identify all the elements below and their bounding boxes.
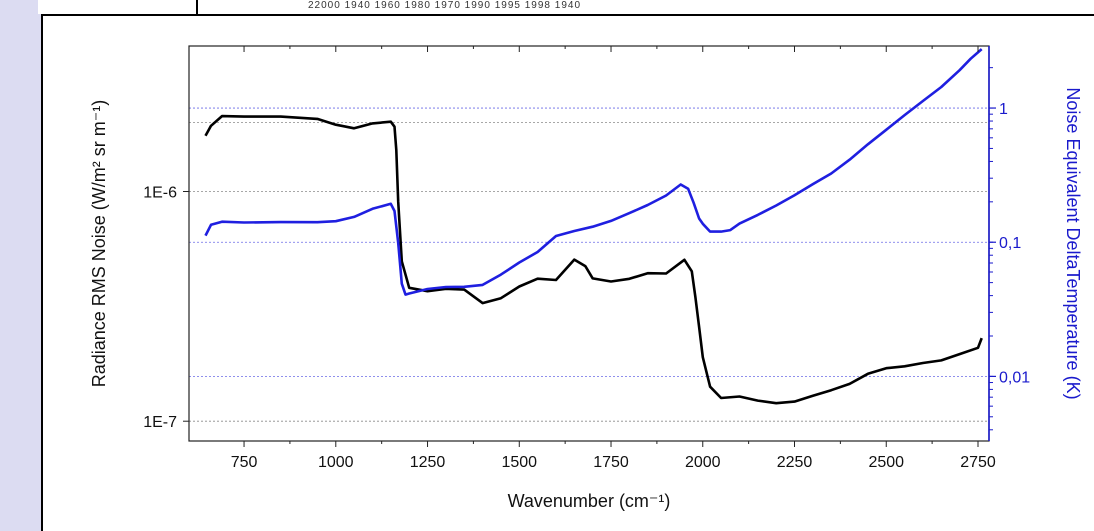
y-right-tick-label: 0,01 xyxy=(999,369,1030,386)
y-axis-left: 1E-6 1E-7 xyxy=(143,185,189,431)
y-right-tick-label: 1 xyxy=(999,101,1008,118)
series-line-radiance-noise xyxy=(204,114,983,405)
x-tick-label: 1750 xyxy=(593,454,629,471)
x-tick-label: 2250 xyxy=(777,454,813,471)
y-axis-right: 1 0,1 0,01 xyxy=(988,46,1030,441)
series-line-nedt xyxy=(204,48,983,296)
y-left-tick-label: 1E-6 xyxy=(143,185,177,202)
y-axis-right-label: Noise Equivalent DeltaTemperature (K) xyxy=(1063,87,1083,399)
x-tick-label: 1250 xyxy=(410,454,446,471)
x-axis: 750 1000 1250 1500 1750 2000 2250 2500 2750 xyxy=(231,46,996,471)
y-axis-left-label: Radiance RMS Noise (W/m² sr m⁻¹) xyxy=(89,100,109,388)
chart-panel: 750 1000 1250 1500 1750 2000 2250 2500 2750 1E-6… xyxy=(41,14,1094,531)
x-tick-label: 2750 xyxy=(960,454,996,471)
series-layer xyxy=(204,48,983,405)
top-strip-text: 22000 1940 1960 1980 1970 1990 1995 1998… xyxy=(308,0,582,11)
grid xyxy=(189,107,989,422)
x-tick-label: 2000 xyxy=(685,454,721,471)
plot-frame xyxy=(188,45,990,442)
y-right-tick-label: 0,1 xyxy=(999,235,1021,252)
x-tick-label: 2500 xyxy=(868,454,904,471)
top-divider xyxy=(196,0,198,14)
x-tick-label: 1500 xyxy=(501,454,537,471)
y-left-tick-label: 1E-7 xyxy=(143,414,177,431)
top-strip: 22000 1940 1960 1980 1970 1990 1995 1998… xyxy=(38,0,1094,14)
chart: 750 1000 1250 1500 1750 2000 2250 2500 2750 1E-6… xyxy=(89,45,1083,511)
x-tick-label: 750 xyxy=(231,454,258,471)
x-tick-label: 1000 xyxy=(318,454,354,471)
left-sidebar xyxy=(0,0,38,531)
x-axis-label: Wavenumber (cm⁻¹) xyxy=(508,491,671,511)
